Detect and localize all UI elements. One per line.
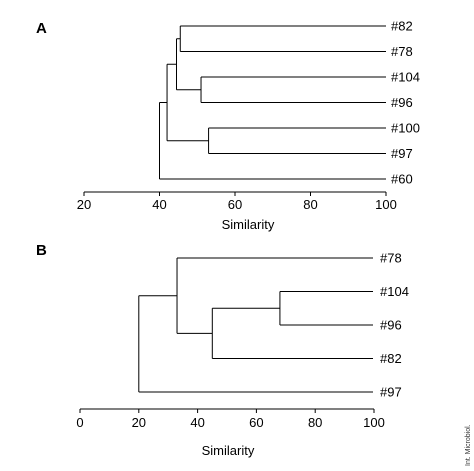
similarity-axis-b: 0 20 40 60 80 100 — [76, 408, 385, 430]
tick-label: 20 — [77, 197, 91, 212]
tick-label: 20 — [132, 415, 146, 430]
tick-label: 100 — [363, 415, 385, 430]
panel-letter-a: A — [36, 20, 47, 37]
tick-label: 60 — [249, 415, 263, 430]
tick-label: 0 — [76, 415, 83, 430]
axis-title-a: Similarity — [222, 217, 275, 232]
leaf-label: #82 — [391, 19, 413, 34]
tick-label: 80 — [303, 197, 317, 212]
leaf-label: #78 — [380, 251, 402, 266]
similarity-axis-a: 20 40 60 80 100 — [77, 191, 397, 212]
tick-label: 80 — [308, 415, 322, 430]
dendrogram-branches-b — [138, 257, 373, 393]
dendrogram-panel-b: B #78 #104 #96 #82 #97 0 20 40 60 80 100 Similari… — [36, 242, 409, 458]
leaf-labels-b: #78 #104 #96 #82 #97 — [380, 251, 409, 400]
tick-label: 60 — [228, 197, 242, 212]
tick-label: 100 — [375, 197, 397, 212]
dendrogram-panel-a: A #82 #78 #104 #96 #100 #97 #60 20 40 60 80 100 Si… — [36, 19, 420, 233]
leaf-label: #97 — [391, 146, 413, 161]
journal-credit: Int. Microbiol. — [465, 424, 472, 466]
axis-title-b: Similarity — [202, 443, 255, 458]
leaf-labels-a: #82 #78 #104 #96 #100 #97 #60 — [391, 19, 420, 187]
leaf-label: #104 — [391, 70, 420, 85]
leaf-label: #96 — [391, 95, 413, 110]
leaf-label: #97 — [380, 385, 402, 400]
leaf-label: #60 — [391, 172, 413, 187]
leaf-label: #104 — [380, 284, 409, 299]
leaf-label: #100 — [391, 121, 420, 136]
tick-label: 40 — [190, 415, 204, 430]
dendrogram-branches-a — [159, 25, 386, 180]
leaf-label: #78 — [391, 44, 413, 59]
leaf-label: #96 — [380, 318, 402, 333]
tick-label: 40 — [152, 197, 166, 212]
panel-letter-b: B — [36, 242, 47, 259]
leaf-label: #82 — [380, 351, 402, 366]
